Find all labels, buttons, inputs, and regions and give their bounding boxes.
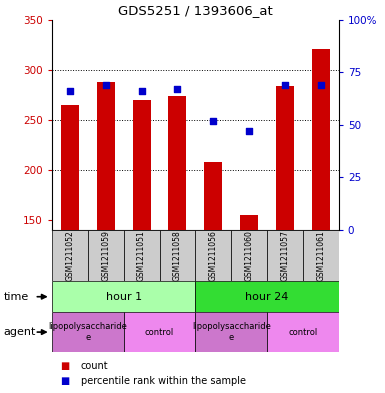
Bar [124,230,159,281]
Point [174,86,181,92]
Text: ■: ■ [60,376,69,386]
Point [246,128,252,134]
Bar [195,281,339,312]
Point [103,82,109,88]
Text: GSM1211051: GSM1211051 [137,230,146,281]
Bar [169,96,186,230]
Text: lipopolysaccharide
e: lipopolysaccharide e [49,322,127,342]
Bar [195,312,267,352]
Text: GSM1211059: GSM1211059 [101,230,110,281]
Bar [52,281,195,312]
Bar [303,230,339,281]
Point [318,82,324,88]
Text: count: count [81,361,109,371]
Bar [88,230,124,281]
Title: GDS5251 / 1393606_at: GDS5251 / 1393606_at [118,4,273,17]
Text: GSM1211056: GSM1211056 [209,230,218,281]
Bar [231,230,267,281]
Bar [195,230,231,281]
Text: ■: ■ [60,361,69,371]
Bar [312,49,330,230]
Bar [240,215,258,230]
Text: agent: agent [4,327,36,337]
Point [210,118,216,124]
Text: GSM1211057: GSM1211057 [281,230,290,281]
Text: GSM1211058: GSM1211058 [173,230,182,281]
Point [67,88,73,94]
Text: control: control [145,328,174,336]
Text: time: time [4,292,29,302]
Bar [133,100,151,230]
Text: lipopolysaccharide
e: lipopolysaccharide e [192,322,271,342]
Bar [267,312,339,352]
Bar [61,105,79,230]
Bar [276,86,294,230]
Point [282,82,288,88]
Bar [52,230,88,281]
Bar [52,312,124,352]
Bar [267,230,303,281]
Text: hour 1: hour 1 [105,292,142,302]
Bar [97,82,115,230]
Bar [124,312,195,352]
Text: hour 24: hour 24 [245,292,289,302]
Text: control: control [288,328,318,336]
Text: GSM1211061: GSM1211061 [316,230,325,281]
Bar [159,230,196,281]
Text: GSM1211052: GSM1211052 [65,230,74,281]
Point [139,88,145,94]
Text: GSM1211060: GSM1211060 [244,230,254,281]
Text: percentile rank within the sample: percentile rank within the sample [81,376,246,386]
Bar [204,162,222,230]
